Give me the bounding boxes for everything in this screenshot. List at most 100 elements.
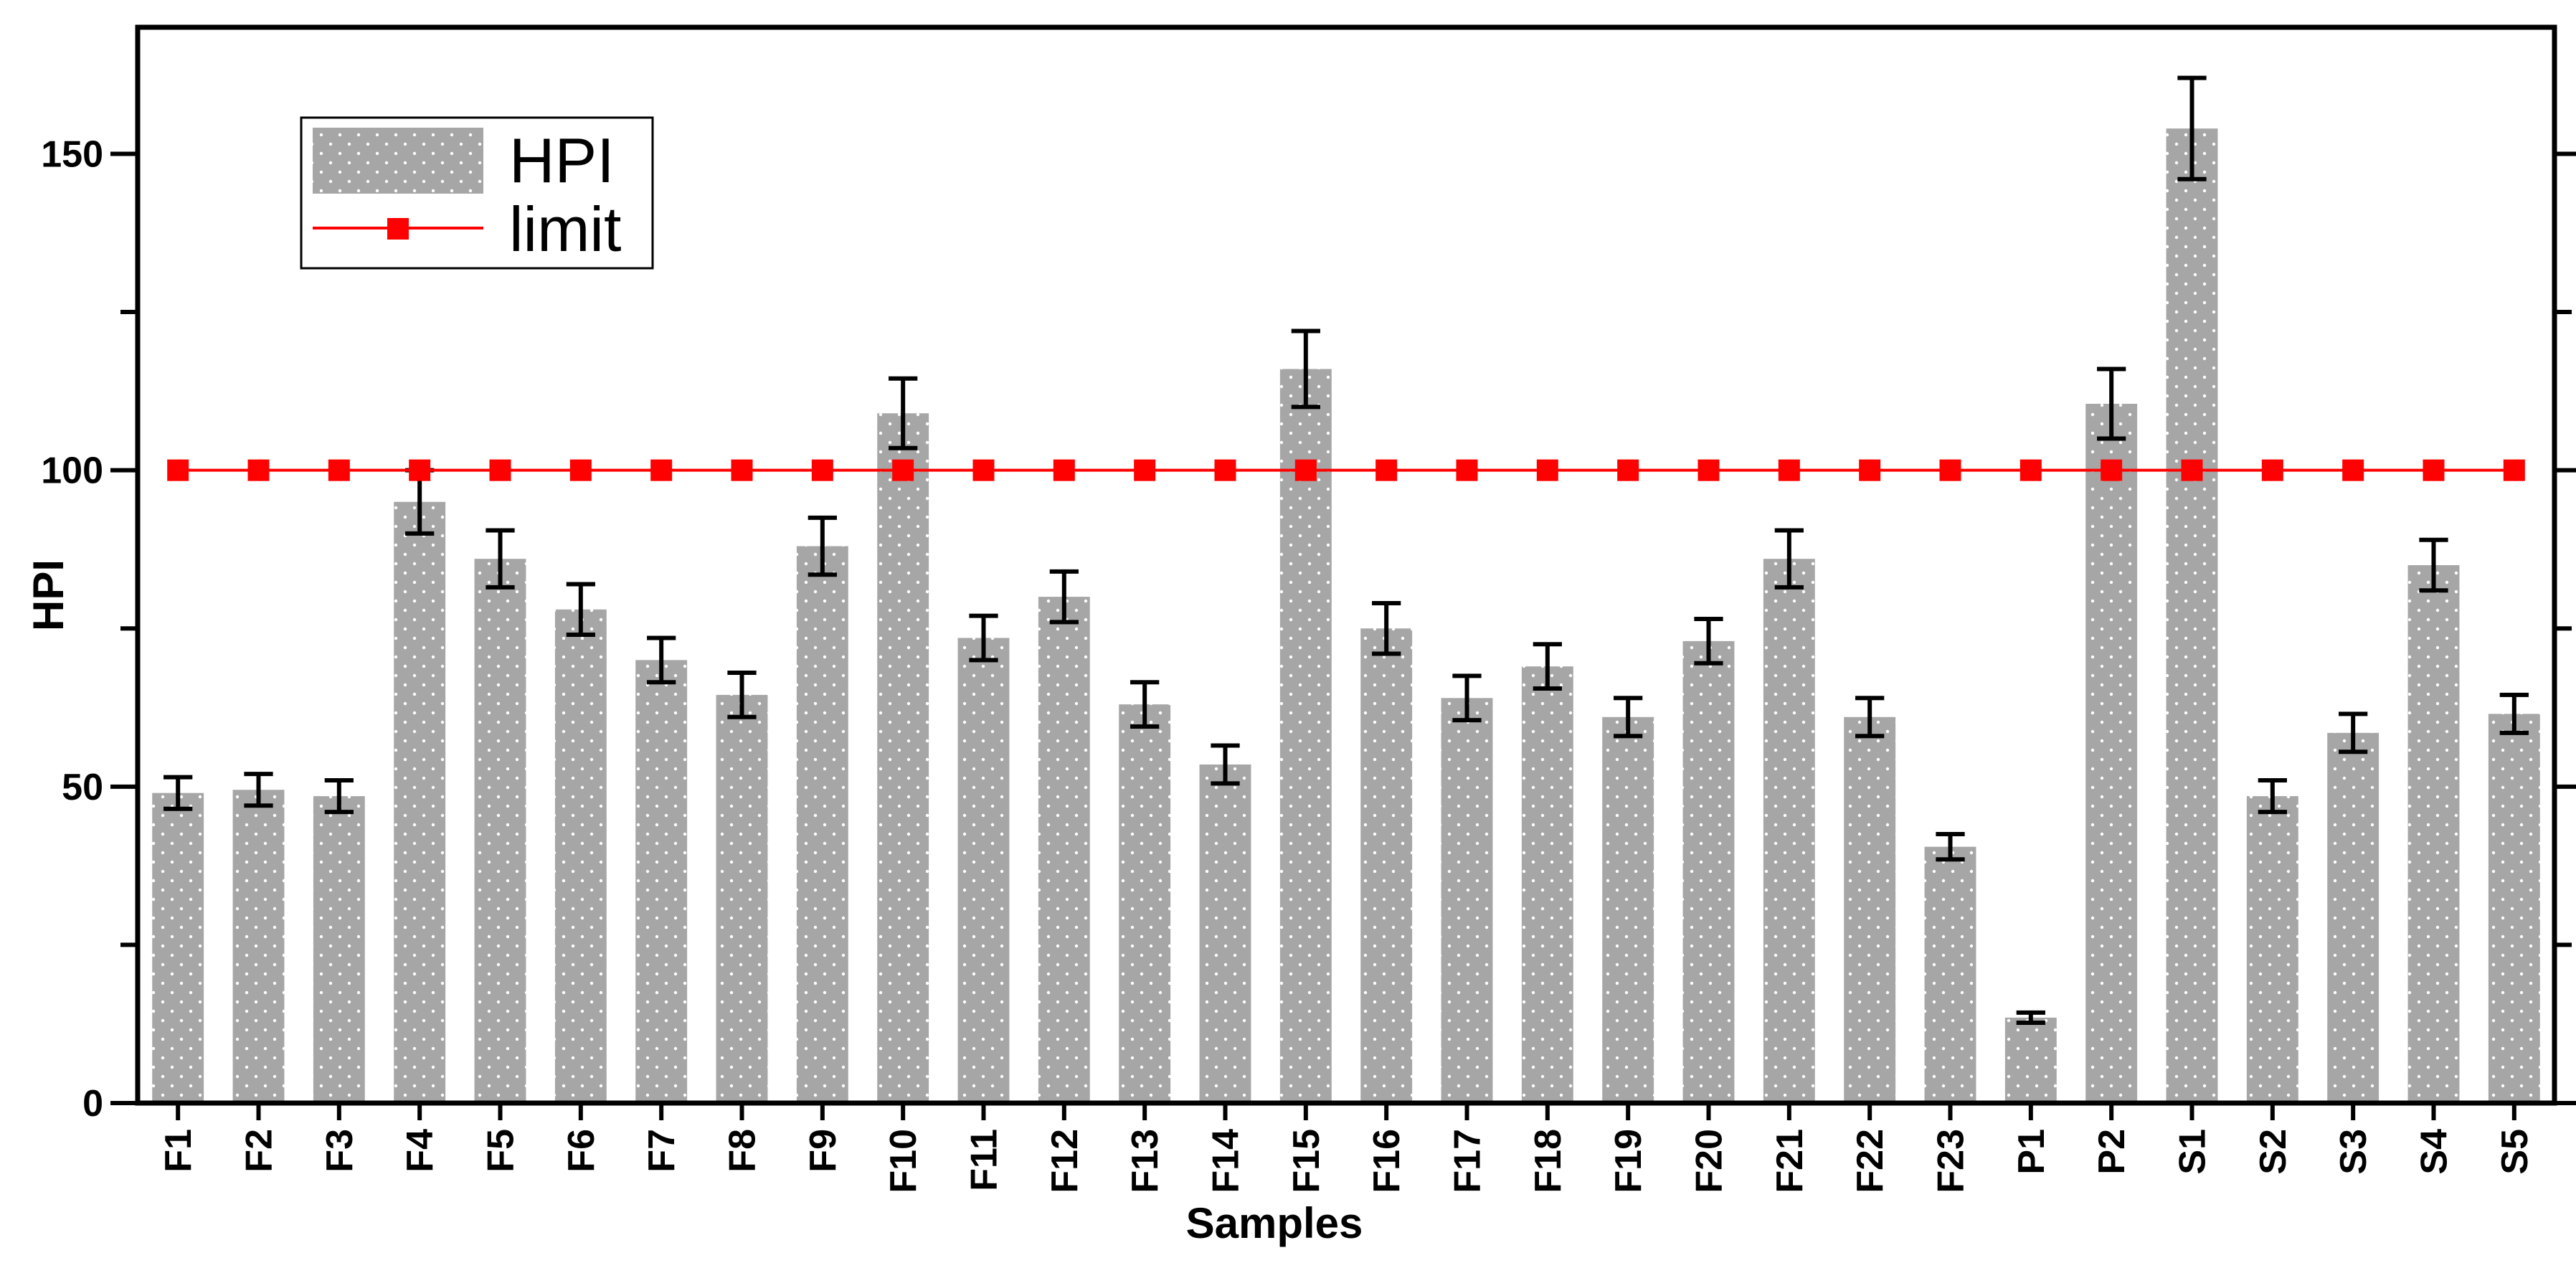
limit-marker-f20: [1697, 459, 1720, 481]
limit-marker-f18: [1536, 459, 1558, 481]
limit-marker-p2: [2101, 459, 2123, 481]
error-bar-f8: [727, 671, 757, 719]
limit-marker-f11: [972, 459, 995, 481]
limit-marker-f8: [731, 459, 753, 481]
error-bar-f10: [889, 376, 918, 450]
y-tick-label-100: 100: [41, 450, 103, 492]
x-axis-title: Samples: [1186, 1199, 1363, 1247]
bar-f7: [635, 660, 688, 1103]
bar-s2: [2246, 796, 2298, 1103]
error-bar-p2: [2097, 366, 2126, 441]
error-bar-f19: [1614, 696, 1643, 739]
error-bar-f13: [1130, 680, 1160, 729]
error-bar-f2: [244, 772, 273, 808]
x-tick-label-s3: S3: [2333, 1129, 2374, 1175]
x-tick-label-f18: F18: [1528, 1129, 1569, 1193]
bar-f14: [1199, 764, 1251, 1103]
legend-marker-limit: [387, 218, 409, 240]
bar-f5: [474, 559, 526, 1103]
limit-line-series: [167, 459, 2525, 481]
limit-marker-f7: [650, 459, 673, 481]
limit-marker-s1: [2181, 459, 2203, 481]
limit-marker-f15: [1294, 459, 1317, 481]
bar-p2: [2085, 404, 2138, 1103]
x-tick-label-f13: F13: [1124, 1129, 1166, 1193]
error-bar-f21: [1774, 528, 1804, 590]
x-tick-label-f8: F8: [722, 1129, 764, 1173]
bar-f13: [1119, 704, 1171, 1103]
error-bar-f17: [1452, 673, 1482, 723]
x-tick-label-f17: F17: [1447, 1129, 1489, 1193]
bar-f21: [1763, 559, 1815, 1103]
x-tick-label-f3: F3: [319, 1129, 361, 1173]
bar-s3: [2327, 732, 2380, 1103]
bar-f4: [394, 501, 446, 1103]
bar-f16: [1360, 628, 1413, 1103]
limit-marker-f1: [167, 459, 189, 481]
error-bar-s4: [2419, 537, 2448, 593]
limit-marker-f5: [489, 459, 511, 481]
x-tick-label-f7: F7: [641, 1129, 683, 1173]
limit-marker-f22: [1859, 459, 1881, 481]
bar-f10: [877, 413, 929, 1103]
x-tick-label-s4: S4: [2414, 1129, 2456, 1175]
limit-marker-s2: [2261, 459, 2283, 481]
x-tick-label-f16: F16: [1366, 1129, 1408, 1193]
x-tick-label-f2: F2: [239, 1129, 280, 1173]
y-tick-label-0: 0: [82, 1083, 103, 1125]
x-tick-label-f14: F14: [1206, 1129, 1247, 1193]
error-bar-f11: [969, 613, 998, 663]
x-tick-label-f22: F22: [1850, 1129, 1891, 1193]
x-tick-label-f6: F6: [561, 1129, 602, 1173]
error-bar-f7: [647, 635, 676, 685]
error-bar-f12: [1049, 569, 1079, 625]
x-tick-label-f1: F1: [158, 1129, 199, 1173]
limit-marker-f23: [1939, 459, 1961, 481]
bar-f18: [1521, 666, 1573, 1103]
limit-marker-s3: [2342, 459, 2364, 481]
bar-f12: [1038, 597, 1090, 1103]
error-bar-s5: [2499, 692, 2529, 735]
bar-s1: [2166, 128, 2218, 1103]
y-axis-ticks: 0 50 100 150: [41, 133, 2576, 1125]
error-bar-f14: [1211, 743, 1240, 786]
x-tick-label-f12: F12: [1044, 1129, 1086, 1193]
error-bar-f23: [1936, 832, 1965, 862]
limit-marker-f14: [1214, 459, 1236, 481]
bar-f22: [1844, 716, 1896, 1103]
bar-s4: [2407, 565, 2460, 1103]
limit-marker-f10: [892, 459, 914, 481]
limit-marker-f21: [1778, 459, 1800, 481]
legend-swatch-hpi: [313, 128, 483, 194]
x-tick-label-f23: F23: [1931, 1129, 1972, 1193]
x-tick-label-f9: F9: [802, 1129, 844, 1173]
x-tick-label-s1: S1: [2172, 1129, 2214, 1175]
limit-marker-s4: [2423, 459, 2445, 481]
plot-frame: [135, 24, 2557, 1106]
error-bar-f20: [1694, 617, 1723, 666]
bar-f17: [1441, 698, 1493, 1103]
y-tick-label-150: 150: [41, 133, 103, 175]
x-tick-label-f21: F21: [1769, 1129, 1811, 1193]
x-tick-label-f15: F15: [1286, 1129, 1327, 1193]
x-tick-label-f5: F5: [480, 1129, 522, 1173]
error-bar-f3: [324, 778, 354, 815]
limit-marker-f17: [1456, 459, 1478, 481]
limit-marker-s5: [2503, 459, 2525, 481]
error-bar-p1: [2016, 1010, 2045, 1025]
limit-marker-f13: [1134, 459, 1156, 481]
bar-f19: [1602, 716, 1654, 1103]
x-tick-label-p1: P1: [2011, 1129, 2052, 1175]
bar-f1: [152, 793, 204, 1103]
legend: HPI limit: [300, 116, 654, 270]
bar-series-hpi: [152, 128, 2540, 1103]
error-bar-f5: [486, 528, 515, 590]
x-tick-label-f19: F19: [1608, 1129, 1649, 1193]
x-tick-label-f10: F10: [883, 1129, 924, 1193]
limit-marker-f9: [811, 459, 833, 481]
y-tick-label-50: 50: [62, 767, 103, 808]
limit-marker-f16: [1375, 459, 1398, 481]
x-tick-label-f20: F20: [1689, 1129, 1730, 1193]
error-bar-f18: [1533, 642, 1562, 691]
